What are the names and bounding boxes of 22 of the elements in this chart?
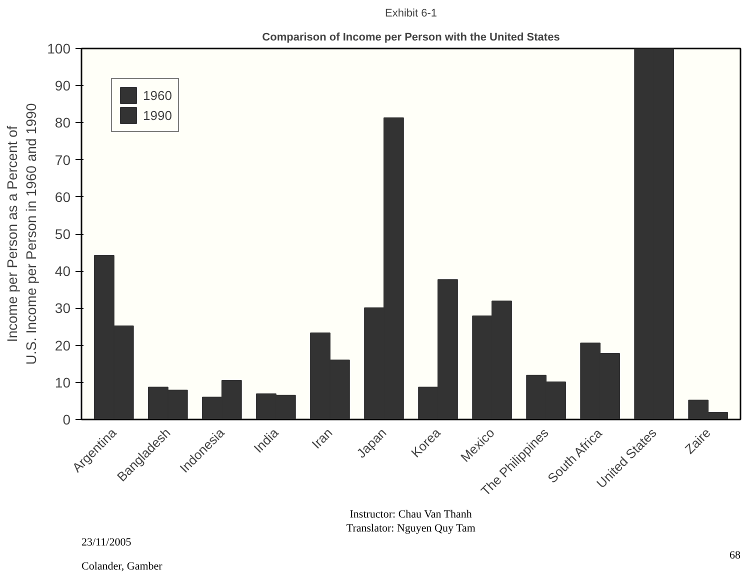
text: 23/11/2005 bbox=[82, 536, 132, 548]
legend-label: 1960 bbox=[143, 88, 172, 102]
text: 68 bbox=[730, 550, 741, 562]
y-tick-label: 0 bbox=[62, 412, 71, 428]
text: Instructor: Chau Van Thanh bbox=[350, 508, 472, 520]
legend-label: 1990 bbox=[143, 108, 172, 122]
y-axis-title: Income per Person as a Percent of U.S. Income per Person in 1960 and 1990 bbox=[4, 103, 40, 365]
chart-subtitle: Comparison of Income per Person with the United States bbox=[262, 32, 560, 44]
x-tick-label: Iran bbox=[308, 425, 336, 452]
text: Translator: Nguyen Quy Tam bbox=[346, 522, 476, 534]
chart-title: Exhibit 6-1 bbox=[385, 8, 437, 20]
y-tick-label: 50 bbox=[54, 226, 71, 242]
y-tick-label: 100 bbox=[47, 40, 71, 56]
y-tick-label: 10 bbox=[54, 374, 71, 390]
y-tick-label: 90 bbox=[54, 78, 71, 94]
y-tick-label: 70 bbox=[54, 152, 71, 168]
y-tick-label: 80 bbox=[54, 114, 71, 131]
y-tick-label: 60 bbox=[54, 188, 71, 205]
text: Colander, Gamber bbox=[82, 560, 163, 572]
y-tick-label: 30 bbox=[54, 300, 71, 316]
y-tick-label: 20 bbox=[54, 337, 71, 354]
y-tick-label: 40 bbox=[54, 263, 71, 280]
